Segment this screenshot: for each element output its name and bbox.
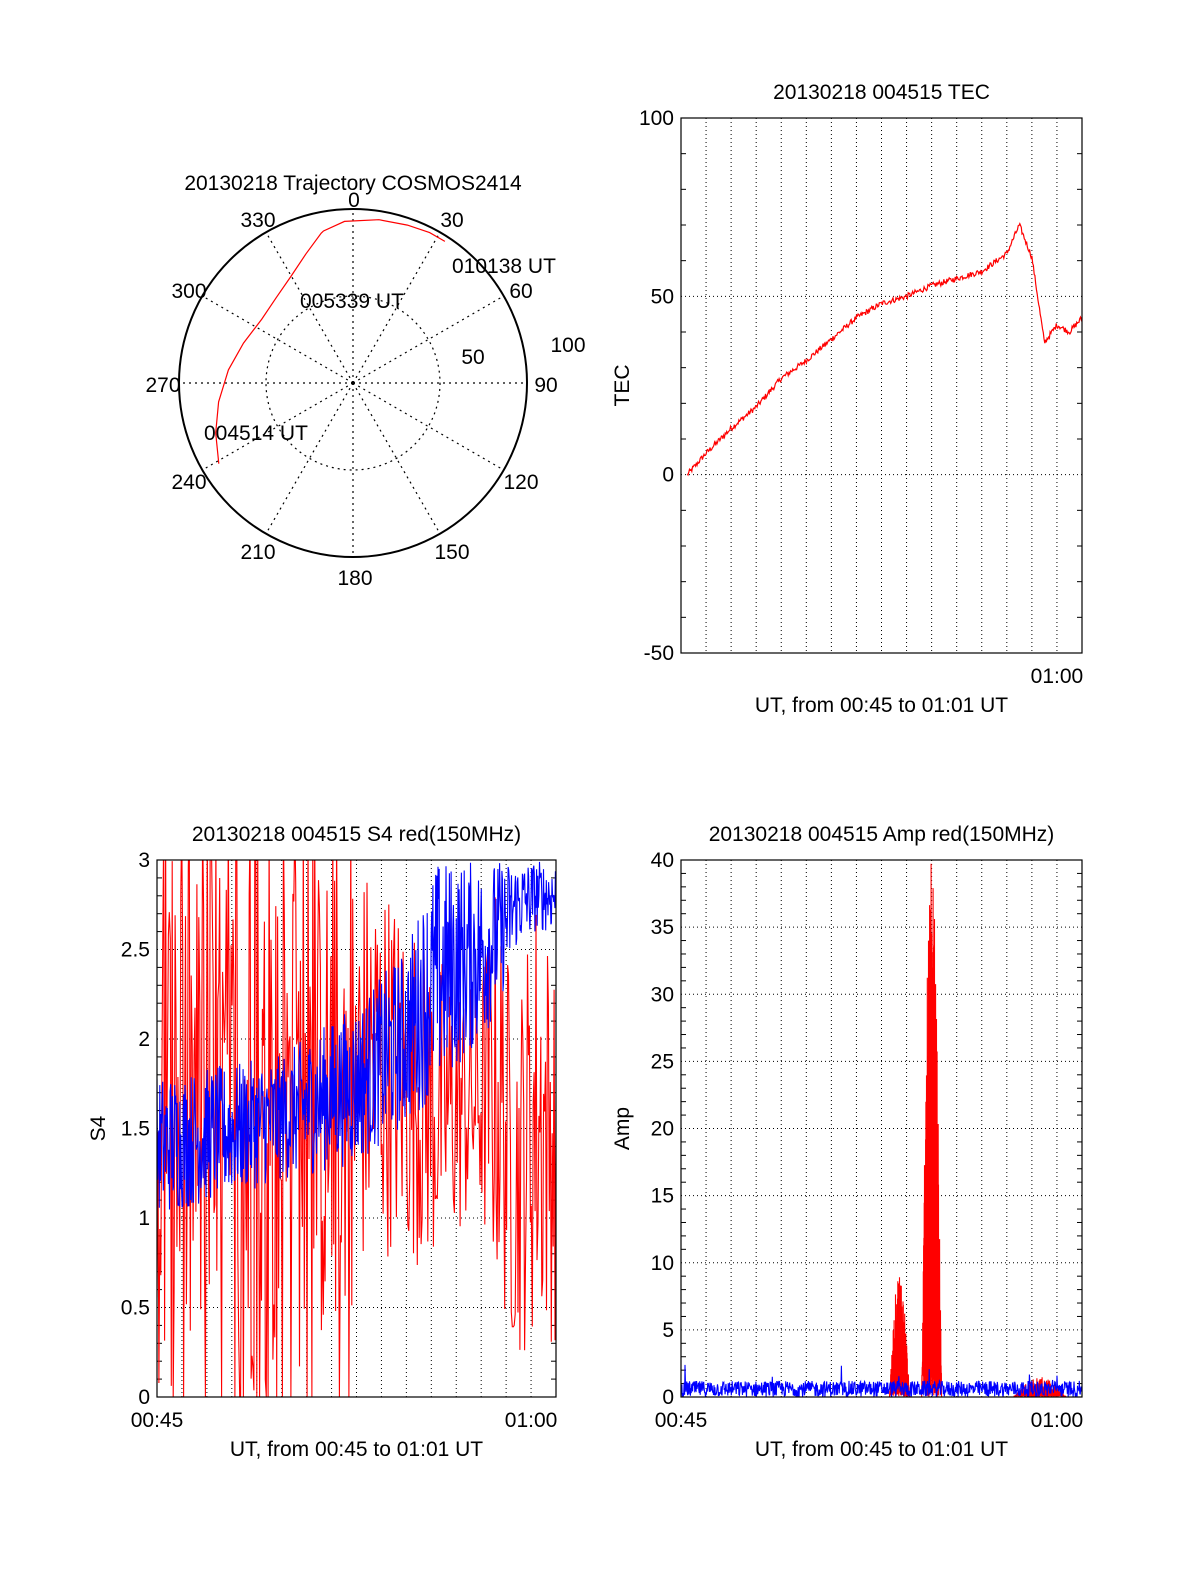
chart-tec-series: [686, 222, 1082, 477]
y-tick-label: -50: [644, 642, 674, 665]
azimuth-label-60: 60: [509, 280, 532, 303]
y-tick-label: 0.5: [121, 1297, 150, 1320]
polar-spoke: [352, 382, 441, 534]
y-tick-label: 0: [662, 1386, 674, 1409]
chart-s4-xlabel: UT, from 00:45 to 01:01 UT: [230, 1438, 483, 1461]
y-tick-label: 20: [651, 1118, 674, 1141]
azimuth-label-300: 300: [171, 280, 206, 303]
y-tick-label: 5: [662, 1319, 674, 1342]
trajectory-annotation: 004514 UT: [204, 422, 308, 445]
y-tick-label: 2.5: [121, 939, 150, 962]
chart-tec-title: 20130218 004515 TEC: [773, 81, 990, 104]
chart-s4-series: [157, 860, 556, 1397]
y-tick-label: 100: [639, 107, 674, 130]
tec-series-line: [686, 222, 1082, 477]
plot-frame: [680, 859, 1083, 1398]
azimuth-label-240: 240: [171, 471, 206, 494]
polar-spoke: [202, 295, 354, 384]
amp-red-burst: [1013, 1377, 1067, 1397]
chart-amp-title: 20130218 004515 Amp red(150MHz): [709, 823, 1055, 846]
chart-amp-ylabel: Amp: [611, 1107, 634, 1150]
polar-spoke: [352, 232, 441, 384]
s4-series-line: [157, 861, 556, 1210]
radial-label-50: 50: [461, 346, 484, 369]
y-tick-label: 0: [138, 1386, 150, 1409]
trajectory-annotation: 010138 UT: [452, 255, 556, 278]
trajectory-title: 20130218 Trajectory COSMOS2414: [184, 172, 522, 195]
azimuth-label-210: 210: [240, 541, 275, 564]
polar-outer-circle: [178, 208, 528, 558]
y-tick-label: 30: [651, 983, 674, 1006]
amp-chart: 20130218 004515 Amp red(150MHz) 40 35 30 25 2…: [611, 823, 1083, 1461]
y-tick-label: 0: [662, 464, 674, 487]
y-tick-label: 3: [138, 849, 150, 872]
x-tick-label: 00:45: [655, 1409, 708, 1432]
chart-s4-ylabel: S4: [87, 1115, 110, 1141]
polar-spoke: [352, 295, 504, 384]
x-tick-label: 00:45: [131, 1409, 184, 1432]
polar-ring-50: [265, 295, 441, 471]
x-tick-label: 01:00: [1031, 665, 1084, 688]
azimuth-label-270: 270: [145, 374, 180, 397]
y-tick-label: 15: [651, 1185, 674, 1208]
y-tick-label: 2: [138, 1028, 150, 1051]
x-tick-label: 01:00: [1031, 1409, 1084, 1432]
s4-chart: 20130218 004515 S4 red(150MHz) 3 2.5 2 1.5 1 0…: [87, 823, 557, 1461]
polar-grid: [179, 209, 527, 557]
trajectory-annotations: 010138 UT 005339 UT 004514 UT: [204, 255, 556, 445]
y-tick-label: 25: [651, 1050, 674, 1073]
trajectory-track: [215, 219, 446, 464]
y-tick-label: 35: [651, 916, 674, 939]
polar-spoke: [202, 382, 354, 471]
polar-spoke: [265, 232, 354, 384]
azimuth-label-330: 330: [240, 209, 275, 232]
plot-frame: [156, 859, 557, 1398]
polar-labels: 0 30 60 90 120 150 180 210 240 270 300 330 50 100: [145, 189, 585, 590]
chart-amp-xlabel: UT, from 00:45 to 01:01 UT: [755, 1438, 1008, 1461]
y-tick-label: 10: [651, 1252, 674, 1275]
chart-amp-series: [681, 863, 1082, 1397]
y-tick-label: 50: [651, 285, 674, 308]
azimuth-label-30: 30: [440, 209, 463, 232]
trajectory-annotation: 005339 UT: [300, 290, 404, 313]
chart-s4-title: 20130218 004515 S4 red(150MHz): [192, 823, 521, 846]
y-tick-label: 1.5: [121, 1118, 150, 1141]
chart-tec-xlabel: UT, from 00:45 to 01:01 UT: [755, 694, 1008, 717]
y-tick-label: 1: [138, 1207, 150, 1230]
azimuth-label-120: 120: [503, 471, 538, 494]
azimuth-label-0: 0: [348, 189, 360, 212]
polar-spoke: [265, 382, 354, 534]
trajectory-chart: 20130218 Trajectory COSMOS2414 0 30 60 90 12…: [145, 172, 585, 590]
x-tick-label: 01:00: [505, 1409, 558, 1432]
chart-tec-ylabel: TEC: [611, 365, 634, 407]
azimuth-label-150: 150: [434, 541, 469, 564]
radial-label-100: 100: [550, 334, 585, 357]
azimuth-label-90: 90: [534, 374, 557, 397]
azimuth-label-180: 180: [337, 567, 372, 590]
amp-red-burst: [921, 863, 943, 1397]
y-tick-label: 40: [651, 849, 674, 872]
polar-spoke: [352, 382, 504, 471]
tec-chart: 20130218 004515 TEC 100 50 0 -50 01:00 UT, fro…: [611, 81, 1083, 717]
amp-blue-line: [681, 1364, 1082, 1397]
plot-frame: [680, 117, 1083, 654]
